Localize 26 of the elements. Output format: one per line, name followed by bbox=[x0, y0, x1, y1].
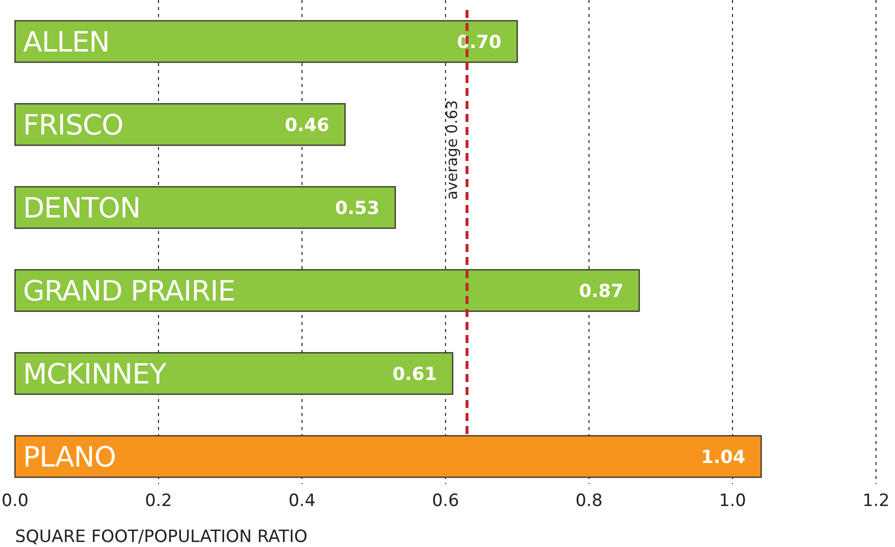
data-label: 0.87 bbox=[579, 280, 624, 302]
x-tick-label: 0.8 bbox=[575, 491, 603, 511]
bar bbox=[14, 269, 640, 312]
x-tick-label: 0.4 bbox=[288, 491, 316, 511]
data-label: 0.53 bbox=[335, 198, 380, 219]
data-label: 0.61 bbox=[392, 364, 437, 385]
x-tick-label: 0.6 bbox=[432, 491, 460, 511]
data-label: 1.04 bbox=[700, 446, 746, 468]
x-tick-label: 1.2 bbox=[862, 491, 890, 511]
y-tick-label: ALLEN bbox=[23, 25, 110, 58]
bar bbox=[14, 186, 396, 229]
x-tick-label: 0.0 bbox=[1, 491, 29, 511]
y-tick-label: PLANO bbox=[23, 440, 116, 474]
x-tick-label: 0.2 bbox=[144, 491, 172, 511]
bar bbox=[14, 352, 454, 395]
ref-line-label: average 0.63 bbox=[443, 100, 462, 200]
y-tick-label: DENTON bbox=[23, 191, 140, 224]
y-tick-label: FRISCO bbox=[23, 108, 124, 142]
y-tick-label: GRAND PRAIRIE bbox=[23, 274, 236, 308]
bar bbox=[14, 435, 762, 478]
bar bbox=[14, 20, 518, 63]
x-tick-label: 1.0 bbox=[718, 491, 746, 511]
y-tick-label: MCKINNEY bbox=[23, 357, 168, 390]
data-label: 0.46 bbox=[284, 114, 330, 136]
x-axis-title: SQUARE FOOT/POPULATION RATIO bbox=[15, 527, 308, 547]
bar bbox=[14, 103, 346, 146]
